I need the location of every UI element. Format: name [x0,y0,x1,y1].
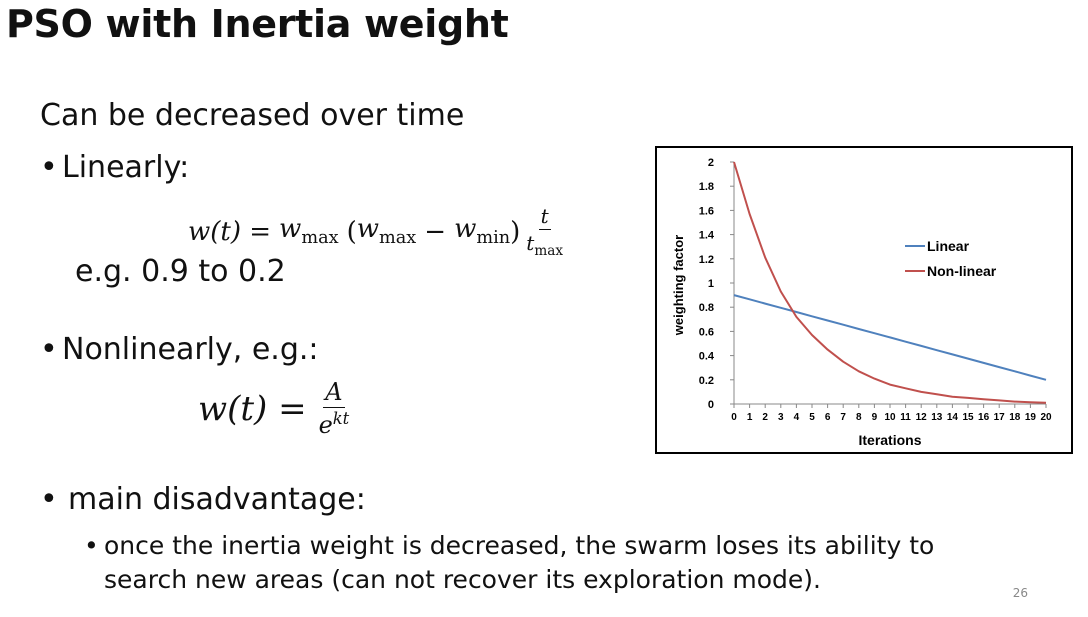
formula-linear: w(t) = wmax ( wmax − wmin ) t tmax [188,204,563,259]
bullet-linear-text: Linearly: [62,150,190,185]
x-tick-label: 10 [884,412,896,423]
sub-bullet-text: once the inertia weight is decreased, th… [104,531,935,594]
formula-linear-minus: − [424,216,447,247]
slide-title: PSO with Inertia weight [6,2,509,46]
bullet-nonlinear-text: Nonlinearly, e.g.: [62,332,319,367]
series-lines [733,161,1047,404]
y-tick-label: 0.6 [699,326,714,338]
x-tick-label: 9 [872,412,878,423]
x-tick-label: 7 [840,412,846,423]
formula-linear-lhs: w(t) = [188,216,272,247]
x-tick-label: 3 [778,412,784,423]
formula-linear-open-paren: ( [346,216,357,247]
x-tick-label: 19 [1025,412,1037,423]
formula-linear-numerator: t [538,204,551,230]
y-tick-label: 1.6 [699,205,714,217]
x-tick-label: 0 [731,412,737,423]
formula-nonlinear-fraction: A ekt [319,378,350,439]
y-axis-label: weighting factor [671,235,686,336]
sub-bullet-disadvantage: • once the inertia weight is decreased, t… [84,529,984,597]
linear-example: e.g. 0.9 to 0.2 [75,254,286,289]
y-tick-label: 2 [708,157,714,169]
x-tick-label: 18 [1009,412,1021,423]
sub-bullet-marker: • [84,531,99,560]
x-axis-label: Iterations [858,432,921,448]
inertia-weight-chart: 0 0.2 0.4 0.6 0.8 1 1.2 1.4 1.6 1.8 2 0 1 2 3 4 5 6 7 8 9 10… [655,146,1073,454]
formula-linear-close-paren: ) [510,216,521,247]
y-tick-label: 1.8 [699,181,714,193]
x-tick-label: 13 [931,412,943,423]
formula-nonlinear-numerator: A [323,378,345,408]
bullet-disadvantage-text: main disadvantage: [68,482,366,517]
x-tick-label: 17 [994,412,1006,423]
y-tick-label: 1 [708,278,714,290]
formula-linear-denominator: tmax [526,231,563,259]
formula-linear-wmin: wmin [454,214,511,249]
x-tick-label: 2 [762,412,768,423]
page-number: 26 [1012,586,1028,600]
bullet-disadvantage: • main disadvantage: [40,482,366,517]
bullet-marker: • [40,150,58,185]
x-tick-label: 12 [916,412,928,423]
x-tick-label: 14 [947,412,959,423]
series-line-linear [733,294,1047,381]
legend-label: Non-linear [927,263,997,279]
y-tick-label: 0 [708,399,714,411]
formula-nonlinear: w(t) = A ekt [198,378,349,439]
formula-linear-fraction: t tmax [526,204,563,259]
y-tick-label: 1.4 [699,230,715,242]
intro-text: Can be decreased over time [40,98,465,133]
y-tick-label: 0.8 [699,302,714,314]
x-tick-label: 15 [962,412,974,423]
series-line-non-linear [733,161,1047,404]
formula-nonlinear-denominator: ekt [318,409,350,439]
x-tick-label: 8 [856,412,862,423]
chart-legend: Linear Non-linear [905,238,997,279]
bullet-marker: • [40,332,58,367]
formula-linear-wmax: wmax [279,214,339,249]
x-tick-label: 20 [1040,412,1052,423]
legend-label: Linear [927,238,970,254]
y-tick-label: 0.2 [699,375,714,387]
y-tick-label: 1.2 [699,254,714,266]
bullet-linear: • Linearly: [40,150,189,185]
bullet-nonlinear: • Nonlinearly, e.g.: [40,332,319,367]
y-axis: 0 0.2 0.4 0.6 0.8 1 1.2 1.4 1.6 1.8 2 [699,157,735,411]
x-tick-label: 16 [978,412,990,423]
x-tick-label: 6 [825,412,831,423]
x-tick-label: 5 [809,412,815,423]
x-tick-label: 11 [900,412,911,423]
x-tick-label: 1 [747,412,753,423]
x-axis: 0 1 2 3 4 5 6 7 8 9 10 11 12 13 14 15 16 17 18 19 20 [731,403,1052,423]
y-tick-label: 0.4 [699,351,715,363]
formula-linear-wmax-inner: wmax [356,214,417,249]
bullet-marker: • [40,482,58,517]
chart-svg: 00.20.40.60.811.21.41.61.82 0 1 2 3 4 5 6 7 8 9 10… [671,157,1052,448]
x-tick-label: 4 [794,412,800,423]
formula-nonlinear-lhs: w(t) = [198,388,307,429]
